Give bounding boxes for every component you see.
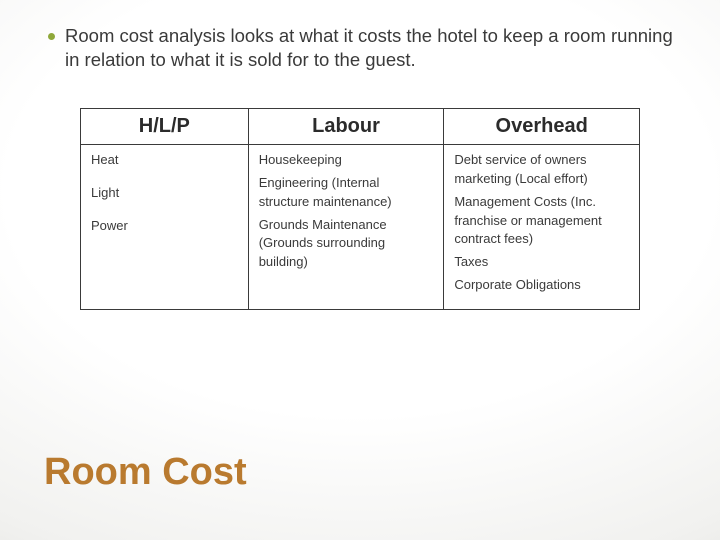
slide-title: Room Cost (44, 451, 247, 494)
overhead-item: Debt service of owners marketing (Local … (454, 151, 629, 189)
overhead-item: Corporate Obligations (454, 276, 629, 295)
col-header-labour: Labour (248, 109, 444, 145)
col-header-hlp: H/L/P (81, 109, 249, 145)
labour-item: Housekeeping (259, 151, 434, 170)
overhead-item: Taxes (454, 253, 629, 272)
cost-table: H/L/P Labour Overhead Heat Light Power H… (80, 108, 640, 310)
cell-labour: Housekeeping Engineering (Internal struc… (248, 145, 444, 310)
hlp-item: Heat (91, 151, 238, 170)
bullet-text: Room cost analysis looks at what it cost… (65, 24, 680, 72)
slide-container: Room cost analysis looks at what it cost… (0, 0, 720, 540)
col-header-overhead: Overhead (444, 109, 640, 145)
bullet-icon (48, 33, 55, 40)
hlp-item: Power (91, 217, 238, 236)
hlp-item: Light (91, 184, 238, 203)
labour-item: Engineering (Internal structure maintena… (259, 174, 434, 212)
bullet-item: Room cost analysis looks at what it cost… (30, 24, 690, 72)
cell-hlp: Heat Light Power (81, 145, 249, 310)
cell-overhead: Debt service of owners marketing (Local … (444, 145, 640, 310)
labour-item: Grounds Maintenance (Grounds surrounding… (259, 216, 434, 273)
overhead-item: Management Costs (Inc. franchise or mana… (454, 193, 629, 250)
table-header-row: H/L/P Labour Overhead (81, 109, 640, 145)
table-row: Heat Light Power Housekeeping Engineerin… (81, 145, 640, 310)
